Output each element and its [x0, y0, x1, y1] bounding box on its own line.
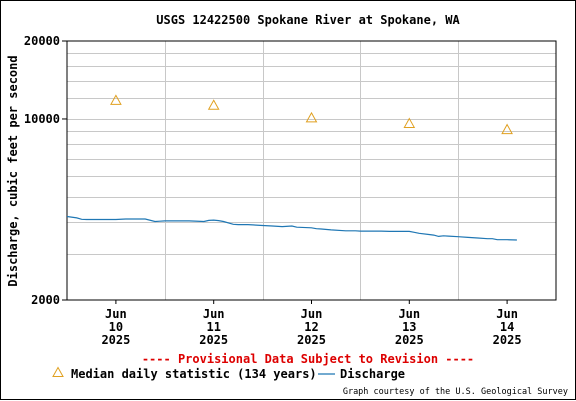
grid-lines	[67, 41, 556, 300]
legend-median-marker	[52, 366, 64, 377]
legend-discharge-label: Discharge	[340, 367, 405, 381]
x-tick-label: 2025	[493, 333, 522, 347]
data-series	[66, 94, 517, 241]
plot-area-border	[66, 40, 557, 301]
legend: Median daily statistic (134 years) Disch…	[52, 366, 405, 381]
x-axis-ticks: Jun102025Jun112025Jun122025Jun132025Jun1…	[101, 300, 522, 347]
provisional-notice: ---- Provisional Data Subject to Revisio…	[142, 352, 474, 366]
x-tick-label: 14	[500, 320, 514, 334]
usgs-credit: Graph courtesy of the U.S. Geological Su…	[343, 387, 568, 397]
x-tick-label: Jun	[398, 307, 420, 321]
x-tick-label: 2025	[199, 333, 228, 347]
y-axis-ticks: 2000 10000 20000	[24, 34, 67, 307]
x-tick-label: 2025	[395, 333, 424, 347]
x-tick-label: Jun	[496, 307, 518, 321]
x-tick-label: 13	[402, 320, 416, 334]
median-marker	[501, 123, 513, 135]
x-tick-label: 11	[206, 320, 220, 334]
y-tick-label: 10000	[24, 112, 60, 126]
x-tick-label: 2025	[297, 333, 326, 347]
x-tick-label: 2025	[101, 333, 130, 347]
x-tick-label: Jun	[203, 307, 225, 321]
chart-title: USGS 12422500 Spokane River at Spokane, …	[156, 13, 460, 27]
x-tick-label: 12	[304, 320, 318, 334]
x-tick-label: Jun	[301, 307, 323, 321]
x-tick-label: Jun	[105, 307, 127, 321]
y-tick-label: 20000	[24, 34, 60, 48]
legend-median-label: Median daily statistic (134 years)	[71, 367, 317, 381]
median-marker	[207, 99, 220, 110]
y-tick-label: 2000	[31, 293, 60, 307]
x-tick-label: 10	[109, 320, 123, 334]
median-marker	[305, 111, 318, 123]
median-marker	[110, 94, 122, 105]
discharge-line	[66, 215, 517, 241]
y-axis-label: Discharge, cubic feet per second	[6, 55, 20, 286]
median-marker	[403, 117, 416, 129]
